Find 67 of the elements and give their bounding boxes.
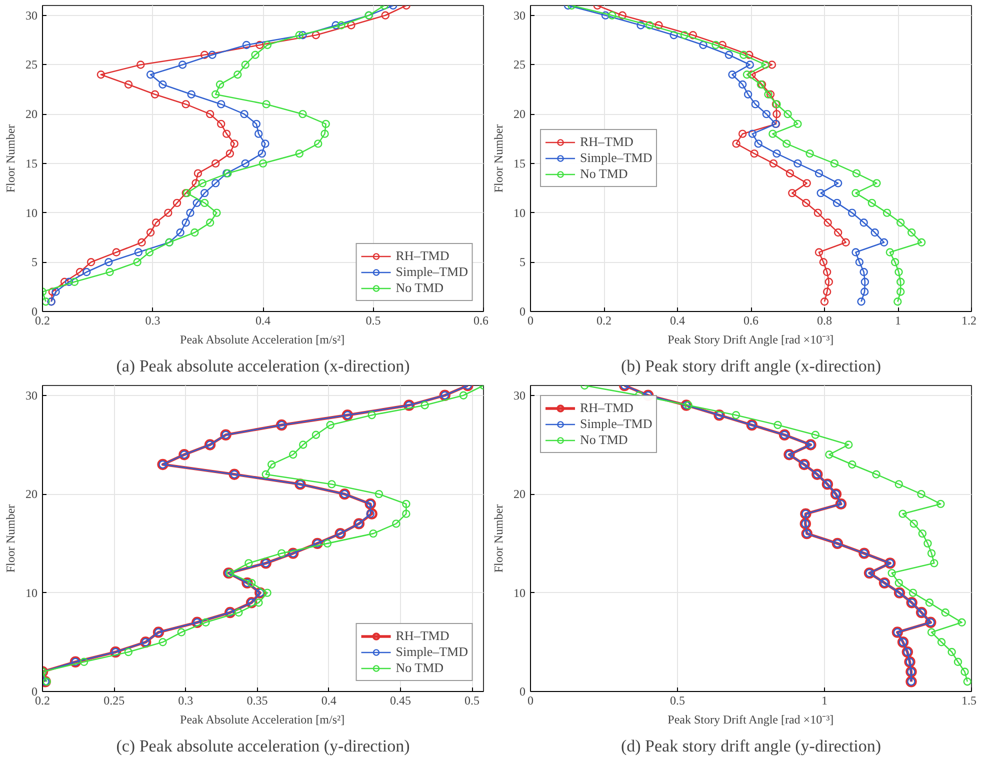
x-tick-label: 0.3 [178,694,194,708]
x-tick-label: 0.5 [670,694,685,708]
y-axis-title: Floor Number [492,504,506,573]
text: (a) Peak absolute acceleration (x-direction) [116,356,410,376]
y-tick-label: 30 [26,8,38,22]
x-tick-label: 0.2 [596,314,612,328]
legend-label: Simple–TMD [580,150,652,166]
legend-label: Simple–TMD [396,644,468,660]
y-tick-label: 0 [520,304,526,318]
y-tick-label: 25 [26,58,38,72]
x-tick-label: 1.5 [962,694,976,708]
y-tick-label: 10 [514,586,526,600]
legend-label: No TMD [580,166,628,182]
text: (b) Peak story drift angle (x-direction) [620,356,882,376]
legend-label: RH–TMD [580,134,634,150]
x-tick-label: 0.4 [321,694,336,708]
legend-label: Simple–TMD [396,264,468,280]
x-axis-title: Peak Story Drift Angle [rad ×10⁻³] [668,332,834,346]
x-tick-label: 0.6 [744,314,758,328]
x-tick-label: 0.5 [464,694,480,708]
x-tick-label: 0.5 [366,314,381,328]
y-axis-title: Floor Number [492,124,506,193]
y-tick-label: 15 [26,156,38,170]
y-tick-label: 15 [514,156,526,170]
y-tick-label: 10 [26,206,38,220]
x-tick-label: 0.6 [474,314,488,328]
x-tick-label: 1 [895,314,901,328]
text: (d) Peak story drift angle (y-direction) [620,736,882,756]
y-tick-label: 5 [520,255,526,270]
x-axis-title: Peak Story Drift Angle [rad ×10⁻³] [668,712,834,726]
text: (c) Peak absolute acceleration (y-direction) [116,736,410,756]
x-tick-label: 0.3 [145,314,160,328]
x-tick-label: 0.4 [670,314,685,328]
y-tick-label: 20 [26,107,38,122]
y-tick-label: 20 [514,487,526,502]
x-tick-label: 0.45 [390,694,411,708]
y-tick-label: 0 [520,684,526,698]
y-axis-title: Floor Number [4,124,18,193]
y-tick-label: 25 [514,58,526,72]
legend-label: RH–TMD [396,628,450,644]
y-tick-label: 20 [514,107,526,122]
y-axis-title: Floor Number [4,504,18,573]
x-tick-label: 1 [822,694,828,708]
y-tick-label: 0 [32,304,38,318]
y-tick-label: 5 [32,255,38,270]
x-axis-title: Peak Absolute Acceleration [m/s²] [180,712,345,726]
y-tick-label: 20 [26,487,38,502]
x-tick-label: 1.2 [962,314,976,328]
x-tick-label: 0.25 [104,694,125,708]
y-tick-label: 0 [32,684,38,698]
x-tick-label: 0.4 [256,314,270,328]
x-tick-label: 0.35 [246,694,268,708]
y-tick-label: 10 [26,586,38,600]
legend-label: RH–TMD [580,400,634,416]
legend-label: No TMD [396,280,444,296]
legend-label: No TMD [396,660,444,676]
legend-label: Simple–TMD [580,416,652,432]
y-tick-label: 10 [514,206,526,220]
y-tick-label: 30 [26,388,38,402]
x-axis-title: Peak Absolute Acceleration [m/s²] [180,332,345,346]
legend-label: No TMD [580,432,628,448]
x-tick-label: 0.2 [35,314,50,328]
y-tick-label: 30 [514,388,526,402]
x-tick-label: 0.2 [35,694,50,708]
y-tick-label: 30 [514,8,526,22]
legend-label: RH–TMD [396,248,450,264]
x-tick-label: 0.8 [817,314,832,328]
